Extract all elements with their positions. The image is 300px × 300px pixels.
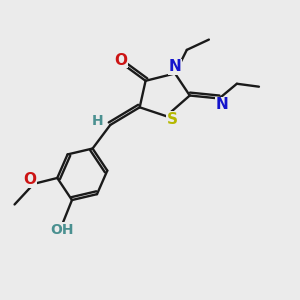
Text: H: H bbox=[92, 114, 104, 128]
Text: O: O bbox=[115, 53, 128, 68]
Text: OH: OH bbox=[50, 223, 74, 236]
Text: O: O bbox=[24, 172, 37, 187]
Text: S: S bbox=[167, 112, 178, 127]
Text: N: N bbox=[169, 59, 182, 74]
Text: N: N bbox=[216, 98, 229, 112]
